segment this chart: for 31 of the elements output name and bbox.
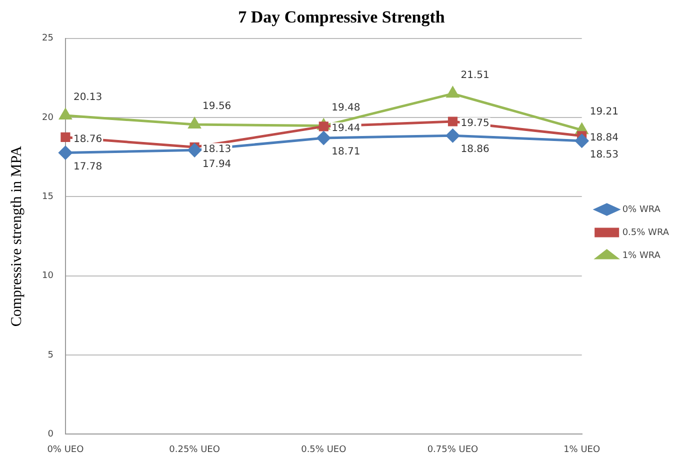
legend-label: 1% WRA bbox=[622, 250, 662, 261]
x-tick-label: 1% UEO bbox=[564, 444, 600, 455]
y-tick-label: 25 bbox=[42, 34, 54, 44]
data-label: 19.75 bbox=[460, 118, 490, 130]
chart-title: 7 Day Compressive Strength bbox=[238, 8, 446, 27]
data-label: 18.86 bbox=[460, 144, 490, 156]
y-tick-label: 0 bbox=[48, 430, 54, 440]
data-label: 18.76 bbox=[73, 134, 102, 145]
data-label: 17.78 bbox=[73, 161, 102, 172]
legend-label: 0% WRA bbox=[622, 204, 662, 215]
x-tick-label: 0.25% UEO bbox=[169, 444, 220, 455]
data-label: 19.21 bbox=[590, 106, 618, 118]
y-tick-label: 15 bbox=[42, 192, 54, 202]
x-tick-label: 0.75% UEO bbox=[427, 444, 478, 455]
data-label: 21.51 bbox=[460, 70, 490, 82]
data-label: 19.44 bbox=[332, 123, 360, 134]
data-label: 18.71 bbox=[332, 146, 360, 158]
y-tick-label: 20 bbox=[42, 112, 54, 123]
data-label: 20.13 bbox=[73, 92, 102, 104]
data-label: 19.48 bbox=[332, 102, 360, 114]
x-tick-label: 0% UEO bbox=[47, 444, 84, 455]
y-axis-title: Compressive strength in MPA bbox=[8, 146, 25, 327]
data-label: 19.56 bbox=[202, 101, 232, 112]
y-tick-label: 10 bbox=[42, 271, 54, 282]
data-label: 17.94 bbox=[202, 158, 232, 170]
y-tick-label: 5 bbox=[48, 350, 54, 360]
data-label: 18.13 bbox=[202, 144, 232, 155]
x-tick-label: 0.5% UEO bbox=[301, 444, 346, 455]
data-label: 18.84 bbox=[590, 132, 618, 144]
legend-label: 0.5% WRA bbox=[622, 228, 670, 238]
data-label: 18.53 bbox=[590, 149, 618, 160]
